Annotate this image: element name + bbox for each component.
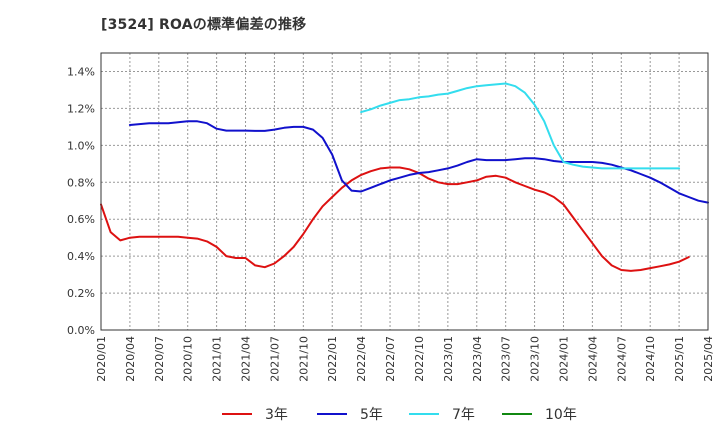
legend-label: 5年	[360, 407, 383, 423]
plot-area	[101, 53, 708, 330]
x-tick-label: 2023/01	[442, 336, 455, 382]
x-tick-label: 2020/04	[124, 336, 137, 382]
x-tick-label: 2024/10	[644, 336, 657, 382]
x-axis-ticks: 2020/01 2020/04 2020/07 2020/10 2021/01 2021/…	[95, 336, 715, 382]
x-tick-label: 2022/01	[326, 336, 339, 382]
x-tick-label: 2023/07	[500, 336, 513, 382]
x-tick-label: 2023/04	[471, 336, 484, 382]
x-tick-label: 2021/07	[268, 336, 281, 382]
y-tick-label: 1.4%	[67, 65, 95, 78]
y-tick-label: 0.0%	[67, 324, 95, 337]
y-tick-label: 0.6%	[67, 213, 95, 226]
x-tick-label: 2022/07	[384, 336, 397, 382]
x-tick-label: 2024/01	[557, 336, 570, 382]
x-tick-label: 2020/10	[182, 336, 195, 382]
legend-item: 10年	[502, 407, 577, 423]
x-tick-label: 2021/10	[297, 336, 310, 382]
legend-item: 7年	[409, 407, 475, 423]
x-tick-label: 2024/07	[615, 336, 628, 382]
x-tick-label: 2025/01	[673, 336, 686, 382]
x-tick-label: 2024/04	[586, 336, 599, 382]
x-tick-label: 2025/04	[702, 336, 715, 382]
x-tick-label: 2021/04	[240, 336, 253, 382]
series-line-3	[360, 82, 681, 170]
series-line-1	[100, 166, 690, 272]
legend-label: 3年	[265, 407, 288, 423]
y-tick-label: 1.2%	[67, 102, 95, 115]
x-tick-label: 2023/10	[529, 336, 542, 382]
x-tick-label: 2022/10	[413, 336, 426, 382]
legend: 3年 5年 7年 10年	[222, 407, 577, 423]
x-tick-label: 2020/07	[153, 336, 166, 382]
y-axis-ticks: 0.0% 0.2% 0.4% 0.6% 0.8% 1.0% 1.2% 1.4%	[67, 65, 95, 337]
x-tick-label: 2021/01	[211, 336, 224, 382]
x-tick-label: 2020/01	[95, 336, 108, 382]
y-tick-label: 0.8%	[67, 176, 95, 189]
chart-title: [3524] ROAの標準偏差の推移	[101, 17, 307, 33]
legend-item: 5年	[317, 407, 383, 423]
y-tick-label: 1.0%	[67, 139, 95, 152]
plot-frame	[100, 52, 709, 331]
legend-label: 7年	[452, 407, 475, 423]
legend-item: 3年	[222, 407, 288, 423]
y-tick-label: 0.4%	[67, 250, 95, 263]
series-lines	[100, 82, 709, 272]
legend-label: 10年	[545, 407, 577, 423]
x-tick-label: 2022/04	[355, 336, 368, 382]
y-tick-label: 0.2%	[67, 287, 95, 300]
series-line-2	[128, 120, 709, 204]
